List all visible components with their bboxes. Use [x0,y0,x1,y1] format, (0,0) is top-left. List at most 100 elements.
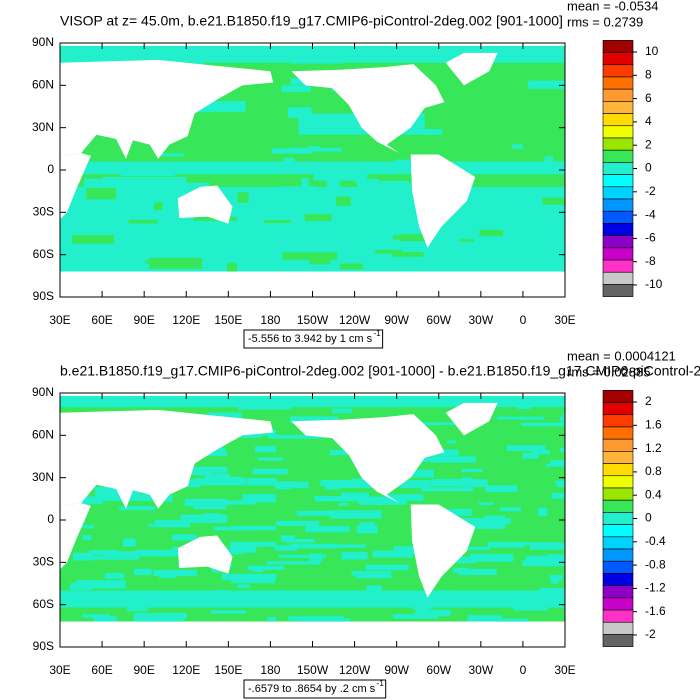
colorbar-box [602,101,634,114]
ocean-patch [528,80,565,89]
ocean-patch [365,564,409,571]
lat-tick-label: 90S [33,289,54,303]
land [60,271,565,297]
colorbar-box [602,475,634,489]
ocean-patch [267,616,276,621]
ocean-patch [340,263,363,270]
colorbar-label: -1.6 [645,604,666,618]
lon-tick-label: 90E [133,663,154,677]
lat-tick-label: 90N [32,385,54,399]
ocean-patch [296,510,335,516]
ocean-patch [207,447,225,454]
lon-tick-label: 90W [384,663,409,677]
ocean-patch [289,543,337,549]
lat-tick-label: 30N [32,120,54,134]
ocean-patch [329,510,382,519]
lon-tick-label: 150E [214,313,242,327]
ocean-patch [462,479,488,487]
colorbar-box [602,64,634,78]
ocean-patch [104,572,125,579]
lat-tick-label: 60S [33,597,54,611]
land [60,409,274,509]
lat-tick-label: 60N [32,78,54,92]
ocean-patch [549,574,563,581]
ocean-patch [257,457,284,461]
ocean-patch [546,554,565,563]
ocean-patch [288,616,344,621]
ocean-patch [133,613,187,619]
lat-tick-label: 30S [33,555,54,569]
colorbar-box [602,499,634,513]
ocean-patch [197,450,228,457]
ocean-patch [460,520,506,529]
lon-tick-label: 60W [426,663,451,677]
colorbar-box [602,548,634,562]
ocean-patch [529,542,565,550]
ocean-patch [358,496,407,505]
colorbar-label: 8 [645,67,652,81]
colorbar-box [602,247,634,261]
colorbar-box [602,174,634,188]
ocean-patch [247,565,284,570]
colorbar-box [602,88,634,102]
ocean-patch [70,582,92,591]
colorbar-label: 2 [645,394,652,408]
ocean-patch [487,541,525,548]
ocean-patch [268,434,324,439]
colorbar-box [602,76,634,90]
lat-tick-label: 0 [47,162,54,176]
colorbar-box [602,438,634,452]
land [445,402,498,436]
colorbar-box [602,402,634,416]
ocean-patch [82,614,110,618]
ocean-patch [281,535,295,542]
ocean-cyan [60,395,565,408]
ocean-patch [456,556,476,564]
ocean-patch [436,596,486,601]
ocean-patch [89,550,119,555]
ocean-patch [558,422,565,427]
ocean-patch [225,476,243,484]
ocean-patch [326,176,340,188]
land [291,414,445,504]
lat-tick-label: 60N [32,428,54,442]
colorbar-label: -2 [645,627,656,641]
ocean-patch [355,571,392,579]
colorbar-label: -0.8 [645,557,666,571]
ocean-patch [230,541,277,547]
colorbar-label: -6 [645,231,656,245]
ocean-patch [399,480,431,489]
mean: mean = 0.0004121 [567,348,676,363]
ocean-cyan [102,177,187,187]
ocean-patch [478,502,494,506]
colorbar-box [602,284,634,297]
colorbar-label: -0.4 [645,534,666,548]
contour-info-box [243,329,384,349]
land [60,503,91,570]
ocean-patch [421,487,474,492]
colorbar-label: 2 [645,137,652,151]
contour-info-box [243,679,387,699]
lon-tick-label: 60E [91,313,112,327]
ocean-patch [93,616,117,622]
ocean-patch [522,452,539,459]
colorbar-box [602,573,634,586]
ocean-patch [411,457,460,463]
ocean-patch [458,568,497,575]
ocean-patch [537,507,548,517]
contour-info: -.6579 to .8654 by .2 cm s [248,683,376,695]
land [60,59,274,159]
colorbar-label: 0 [645,161,652,175]
ocean-patch [422,128,443,135]
colorbar-label: 6 [645,91,652,105]
ocean-patch [231,578,275,584]
colorbar-box [602,621,634,635]
ocean-patch [311,115,357,126]
lon-tick-label: 30E [554,663,575,677]
lon-tick-label: 30W [468,313,493,327]
ocean-patch [281,85,311,92]
land [410,154,476,248]
ocean-patch [278,554,327,558]
rms: rms = 0.2739 [567,14,643,29]
